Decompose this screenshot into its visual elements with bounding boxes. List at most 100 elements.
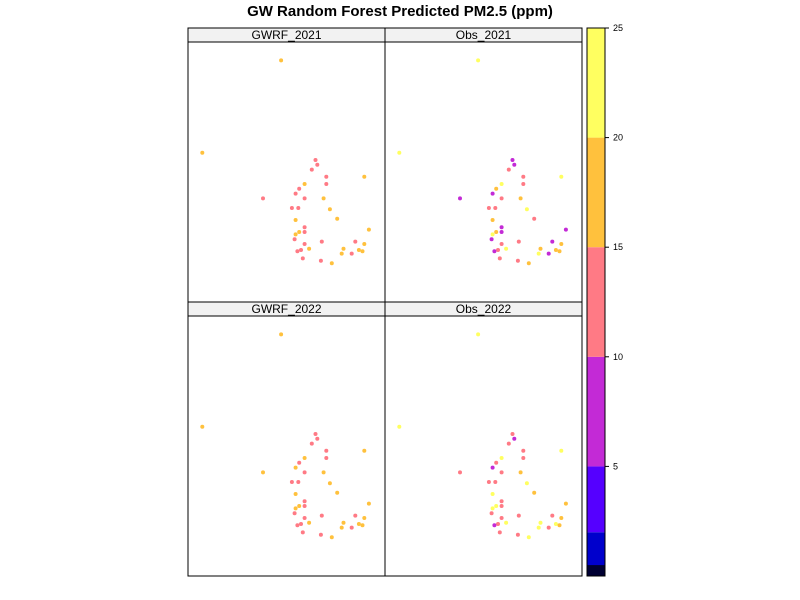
data-point	[499, 516, 504, 520]
data-point	[366, 501, 371, 506]
data-point	[295, 249, 300, 254]
data-point	[261, 196, 265, 201]
colorbar-band	[587, 466, 605, 533]
data-point	[293, 218, 298, 222]
data-point	[353, 513, 358, 518]
data-point	[302, 230, 307, 234]
data-point	[526, 535, 531, 540]
panel-strip-label: Obs_2021	[456, 28, 512, 42]
data-point	[553, 522, 558, 526]
data-point	[532, 490, 537, 495]
data-point	[293, 506, 298, 511]
data-point	[499, 499, 504, 504]
data-point	[362, 448, 367, 453]
data-point	[557, 523, 562, 528]
data-point	[324, 174, 329, 179]
data-point	[546, 251, 551, 256]
colorbar-band	[587, 532, 605, 566]
data-point	[512, 436, 517, 441]
data-point	[538, 246, 543, 251]
data-point	[493, 480, 498, 484]
data-point	[313, 158, 318, 162]
data-point	[341, 520, 346, 525]
data-point	[299, 248, 303, 252]
panel-frame	[384, 41, 583, 303]
data-point	[510, 432, 515, 436]
chart-title: GW Random Forest Predicted PM2.5 (ppm)	[247, 3, 553, 20]
data-point	[458, 196, 462, 201]
panel-strip-label: GWRF_2021	[251, 28, 321, 42]
data-point	[524, 207, 529, 212]
data-point	[563, 501, 568, 506]
data-point	[536, 525, 541, 530]
data-point	[559, 242, 564, 246]
data-point	[302, 242, 307, 246]
data-point	[494, 230, 499, 234]
data-point	[518, 470, 523, 475]
data-point	[506, 167, 511, 172]
colorbar-tick-label: 25	[613, 23, 623, 33]
panel-frame	[187, 315, 386, 577]
data-point	[335, 216, 340, 221]
data-point	[362, 174, 367, 179]
data-point	[515, 258, 520, 263]
data-point	[516, 513, 521, 518]
data-point	[499, 470, 504, 475]
data-point	[490, 465, 495, 470]
data-point	[499, 225, 504, 230]
colorbar-band	[587, 247, 605, 357]
data-point	[486, 480, 491, 484]
data-point	[293, 465, 298, 470]
data-point	[339, 251, 344, 256]
data-point	[335, 490, 340, 495]
data-point	[327, 481, 332, 486]
data-point	[349, 525, 354, 530]
data-point	[300, 530, 305, 535]
data-point	[492, 249, 497, 254]
data-point	[292, 511, 297, 516]
data-point	[499, 230, 504, 234]
data-point	[309, 441, 314, 446]
data-point	[307, 520, 312, 525]
data-point	[490, 191, 495, 196]
data-point	[499, 504, 504, 508]
data-point	[546, 525, 551, 530]
data-point	[496, 248, 500, 252]
data-point	[341, 246, 346, 251]
data-point	[494, 504, 499, 508]
data-point	[300, 256, 305, 261]
data-point	[315, 162, 320, 167]
data-point	[489, 237, 494, 242]
data-point	[563, 227, 568, 232]
data-point	[521, 182, 526, 186]
data-point	[289, 480, 294, 484]
data-point	[200, 424, 205, 429]
data-point	[318, 532, 323, 537]
data-point	[302, 182, 307, 186]
data-point	[315, 436, 320, 441]
data-point	[497, 530, 502, 535]
colorbar-band	[587, 28, 605, 138]
data-point	[279, 332, 284, 337]
data-point	[349, 251, 354, 256]
data-point	[302, 196, 307, 201]
data-point	[302, 456, 307, 460]
data-point	[532, 216, 537, 221]
data-point	[499, 196, 504, 201]
data-point	[302, 225, 307, 230]
data-point	[356, 248, 361, 252]
data-point	[493, 206, 498, 210]
data-point	[492, 523, 497, 528]
data-point	[297, 230, 302, 234]
panel-frame	[384, 315, 583, 577]
data-point	[486, 206, 491, 210]
data-point	[499, 242, 504, 246]
data-point	[494, 186, 499, 191]
data-point	[496, 522, 500, 526]
data-point	[521, 456, 526, 460]
data-point	[538, 520, 543, 525]
data-point	[476, 58, 481, 63]
data-point	[319, 513, 324, 518]
data-point	[297, 504, 302, 508]
